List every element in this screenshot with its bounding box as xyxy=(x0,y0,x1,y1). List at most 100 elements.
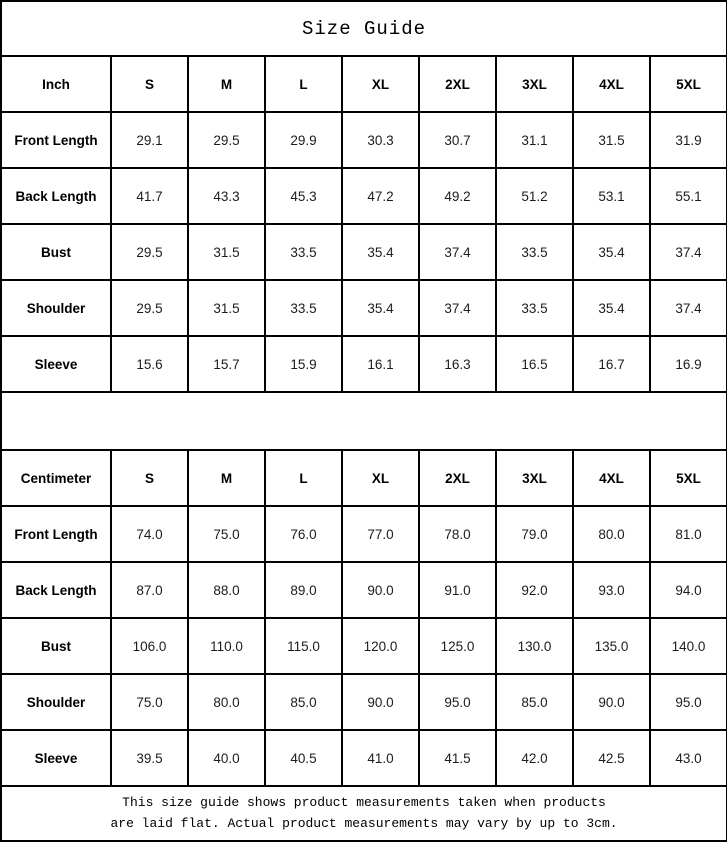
size-header-cell: S xyxy=(110,55,189,113)
inch-front-length-row: Front Length 29.1 29.5 29.9 30.3 30.7 31… xyxy=(0,111,727,169)
value-cell: 120.0 xyxy=(341,617,420,675)
size-header-cell: XL xyxy=(341,449,420,507)
size-header-cell: 3XL xyxy=(495,55,574,113)
row-label: Shoulder xyxy=(0,673,112,731)
value-cell: 79.0 xyxy=(495,505,574,563)
value-cell: 29.1 xyxy=(110,111,189,169)
value-cell: 115.0 xyxy=(264,617,343,675)
footer-row: This size guide shows product measuremen… xyxy=(0,785,727,842)
value-cell: 130.0 xyxy=(495,617,574,675)
row-label: Sleeve xyxy=(0,729,112,787)
value-cell: 37.4 xyxy=(418,223,497,281)
value-cell: 31.5 xyxy=(187,223,266,281)
row-label: Bust xyxy=(0,617,112,675)
footer-note: This size guide shows product measuremen… xyxy=(0,785,727,842)
value-cell: 42.5 xyxy=(572,729,651,787)
value-cell: 15.7 xyxy=(187,335,266,393)
page-title: Size Guide xyxy=(0,0,727,57)
value-cell: 47.2 xyxy=(341,167,420,225)
row-label: Front Length xyxy=(0,505,112,563)
cm-bust-row: Bust 106.0 110.0 115.0 120.0 125.0 130.0… xyxy=(0,617,727,675)
value-cell: 94.0 xyxy=(648,561,727,619)
value-cell: 37.4 xyxy=(648,279,727,337)
size-header-cell: L xyxy=(264,449,343,507)
value-cell: 55.1 xyxy=(648,167,727,225)
cm-header-row: Centimeter S M L XL 2XL 3XL 4XL 5XL xyxy=(0,449,727,507)
size-header-cell: 5XL xyxy=(648,55,727,113)
size-header-cell: 5XL xyxy=(648,449,727,507)
value-cell: 77.0 xyxy=(341,505,420,563)
size-header-cell: 2XL xyxy=(418,449,497,507)
value-cell: 39.5 xyxy=(110,729,189,787)
value-cell: 74.0 xyxy=(110,505,189,563)
value-cell: 16.1 xyxy=(341,335,420,393)
value-cell: 81.0 xyxy=(648,505,727,563)
value-cell: 95.0 xyxy=(648,673,727,731)
size-header-cell: 4XL xyxy=(572,449,651,507)
value-cell: 75.0 xyxy=(187,505,266,563)
value-cell: 49.2 xyxy=(418,167,497,225)
value-cell: 30.3 xyxy=(341,111,420,169)
spacer-cell xyxy=(0,391,727,451)
value-cell: 37.4 xyxy=(418,279,497,337)
value-cell: 41.5 xyxy=(418,729,497,787)
value-cell: 29.5 xyxy=(187,111,266,169)
value-cell: 15.9 xyxy=(264,335,343,393)
value-cell: 80.0 xyxy=(187,673,266,731)
footer-note-line1: This size guide shows product measuremen… xyxy=(122,794,606,810)
value-cell: 95.0 xyxy=(418,673,497,731)
inch-header-row: Inch S M L XL 2XL 3XL 4XL 5XL xyxy=(0,55,727,113)
value-cell: 90.0 xyxy=(341,673,420,731)
value-cell: 110.0 xyxy=(187,617,266,675)
inch-back-length-row: Back Length 41.7 43.3 45.3 47.2 49.2 51.… xyxy=(0,167,727,225)
value-cell: 41.7 xyxy=(110,167,189,225)
value-cell: 89.0 xyxy=(264,561,343,619)
spacer-row xyxy=(0,391,727,451)
value-cell: 106.0 xyxy=(110,617,189,675)
inch-sleeve-row: Sleeve 15.6 15.7 15.9 16.1 16.3 16.5 16.… xyxy=(0,335,727,393)
value-cell: 75.0 xyxy=(110,673,189,731)
value-cell: 29.5 xyxy=(110,223,189,281)
value-cell: 90.0 xyxy=(572,673,651,731)
value-cell: 53.1 xyxy=(572,167,651,225)
value-cell: 40.5 xyxy=(264,729,343,787)
row-label: Shoulder xyxy=(0,279,112,337)
value-cell: 93.0 xyxy=(572,561,651,619)
value-cell: 40.0 xyxy=(187,729,266,787)
value-cell: 87.0 xyxy=(110,561,189,619)
value-cell: 140.0 xyxy=(648,617,727,675)
value-cell: 35.4 xyxy=(341,223,420,281)
value-cell: 85.0 xyxy=(495,673,574,731)
cm-shoulder-row: Shoulder 75.0 80.0 85.0 90.0 95.0 85.0 9… xyxy=(0,673,727,731)
value-cell: 43.3 xyxy=(187,167,266,225)
cm-unit-header-cell: Centimeter xyxy=(0,449,112,507)
value-cell: 78.0 xyxy=(418,505,497,563)
value-cell: 35.4 xyxy=(341,279,420,337)
size-header-cell: 4XL xyxy=(572,55,651,113)
value-cell: 16.9 xyxy=(648,335,727,393)
value-cell: 30.7 xyxy=(418,111,497,169)
value-cell: 33.5 xyxy=(264,279,343,337)
size-header-cell: M xyxy=(187,449,266,507)
value-cell: 15.6 xyxy=(110,335,189,393)
value-cell: 92.0 xyxy=(495,561,574,619)
value-cell: 31.1 xyxy=(495,111,574,169)
value-cell: 45.3 xyxy=(264,167,343,225)
inch-shoulder-row: Shoulder 29.5 31.5 33.5 35.4 37.4 33.5 3… xyxy=(0,279,727,337)
value-cell: 31.5 xyxy=(572,111,651,169)
value-cell: 33.5 xyxy=(495,223,574,281)
size-header-cell: S xyxy=(110,449,189,507)
value-cell: 29.5 xyxy=(110,279,189,337)
inch-bust-row: Bust 29.5 31.5 33.5 35.4 37.4 33.5 35.4 … xyxy=(0,223,727,281)
cm-sleeve-row: Sleeve 39.5 40.0 40.5 41.0 41.5 42.0 42.… xyxy=(0,729,727,787)
inch-unit-header-cell: Inch xyxy=(0,55,112,113)
value-cell: 33.5 xyxy=(495,279,574,337)
size-header-cell: L xyxy=(264,55,343,113)
value-cell: 80.0 xyxy=(572,505,651,563)
row-label: Back Length xyxy=(0,167,112,225)
cm-front-length-row: Front Length 74.0 75.0 76.0 77.0 78.0 79… xyxy=(0,505,727,563)
row-label: Sleeve xyxy=(0,335,112,393)
value-cell: 42.0 xyxy=(495,729,574,787)
value-cell: 135.0 xyxy=(572,617,651,675)
